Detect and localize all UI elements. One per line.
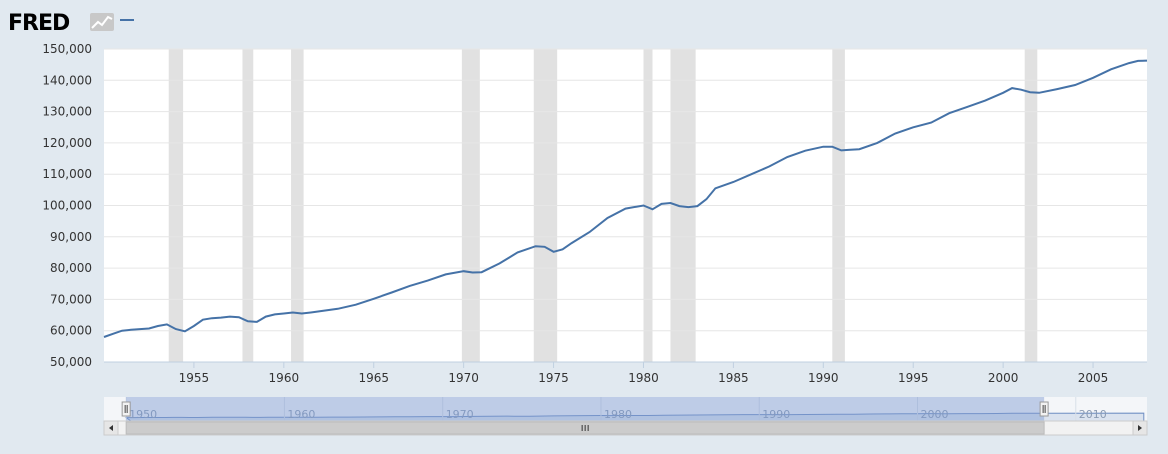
y-tick-label: 100,000	[42, 199, 92, 213]
x-tick-label: 1970	[448, 371, 479, 385]
y-axis-tick-labels: 50,000 60,000 70,000 80,000 90,000 100,000 110…	[42, 42, 92, 369]
y-tick-label: 70,000	[50, 292, 92, 306]
y-tick-label: 130,000	[42, 105, 92, 119]
scroll-left-button[interactable]	[103, 420, 119, 436]
y-tick-label: 80,000	[50, 261, 92, 275]
y-tick-label: 150,000	[42, 42, 92, 56]
navigator-tick-label: 1980	[604, 408, 632, 421]
x-tick-label: 1960	[269, 371, 300, 385]
navigator[interactable]: 1950 1960 1970 1980 1990 2000 2010	[104, 397, 1147, 422]
x-tick-label: 1955	[179, 371, 210, 385]
scroll-right-button[interactable]	[1132, 420, 1148, 436]
scrollbar[interactable]	[103, 420, 1148, 436]
fred-logo[interactable]: FRED	[8, 11, 114, 36]
x-axis-ticks: 1955 1960 1965 1970 1975 1980 1985 1990 1995 2000…	[179, 362, 1109, 385]
navigator-tick-label: 1970	[446, 408, 474, 421]
fred-chart-icon	[90, 13, 114, 31]
x-tick-label: 1995	[898, 371, 929, 385]
series-line	[103, 59, 1148, 338]
navigator-tick-label: 2000	[921, 408, 949, 421]
navigator-tick-label: 2010	[1079, 408, 1107, 421]
arrow-right-icon	[1138, 425, 1142, 431]
y-tick-label: 140,000	[42, 73, 92, 87]
x-tick-label: 1980	[628, 371, 659, 385]
y-tick-label: 90,000	[50, 230, 92, 244]
navigator-tick-label: 1990	[762, 408, 790, 421]
arrow-left-icon	[109, 425, 113, 431]
navigator-selection[interactable]	[126, 397, 1045, 421]
fred-logo-text: FRED	[8, 11, 70, 36]
navigator-handle-left[interactable]	[121, 401, 131, 417]
x-tick-label: 2005	[1078, 371, 1109, 385]
navigator-tick-label: 1950	[129, 408, 157, 421]
x-tick-label: 1965	[358, 371, 389, 385]
scrollbar-grip-icon	[581, 425, 589, 431]
navigator-handle-right[interactable]	[1039, 401, 1049, 417]
navigator-series-area	[124, 412, 1145, 422]
x-tick-label: 1985	[718, 371, 749, 385]
y-tick-label: 60,000	[50, 324, 92, 338]
x-tick-label: 1990	[808, 371, 839, 385]
x-tick-label: 1975	[538, 371, 569, 385]
y-tick-label: 50,000	[50, 355, 92, 369]
navigator-tick-labels: 1950 1960 1970 1980 1990 2000 2010	[125, 397, 1107, 421]
y-tick-label: 120,000	[42, 136, 92, 150]
x-tick-label: 2000	[988, 371, 1019, 385]
y-tick-label: 110,000	[42, 167, 92, 181]
navigator-tick-label: 1960	[287, 408, 315, 421]
